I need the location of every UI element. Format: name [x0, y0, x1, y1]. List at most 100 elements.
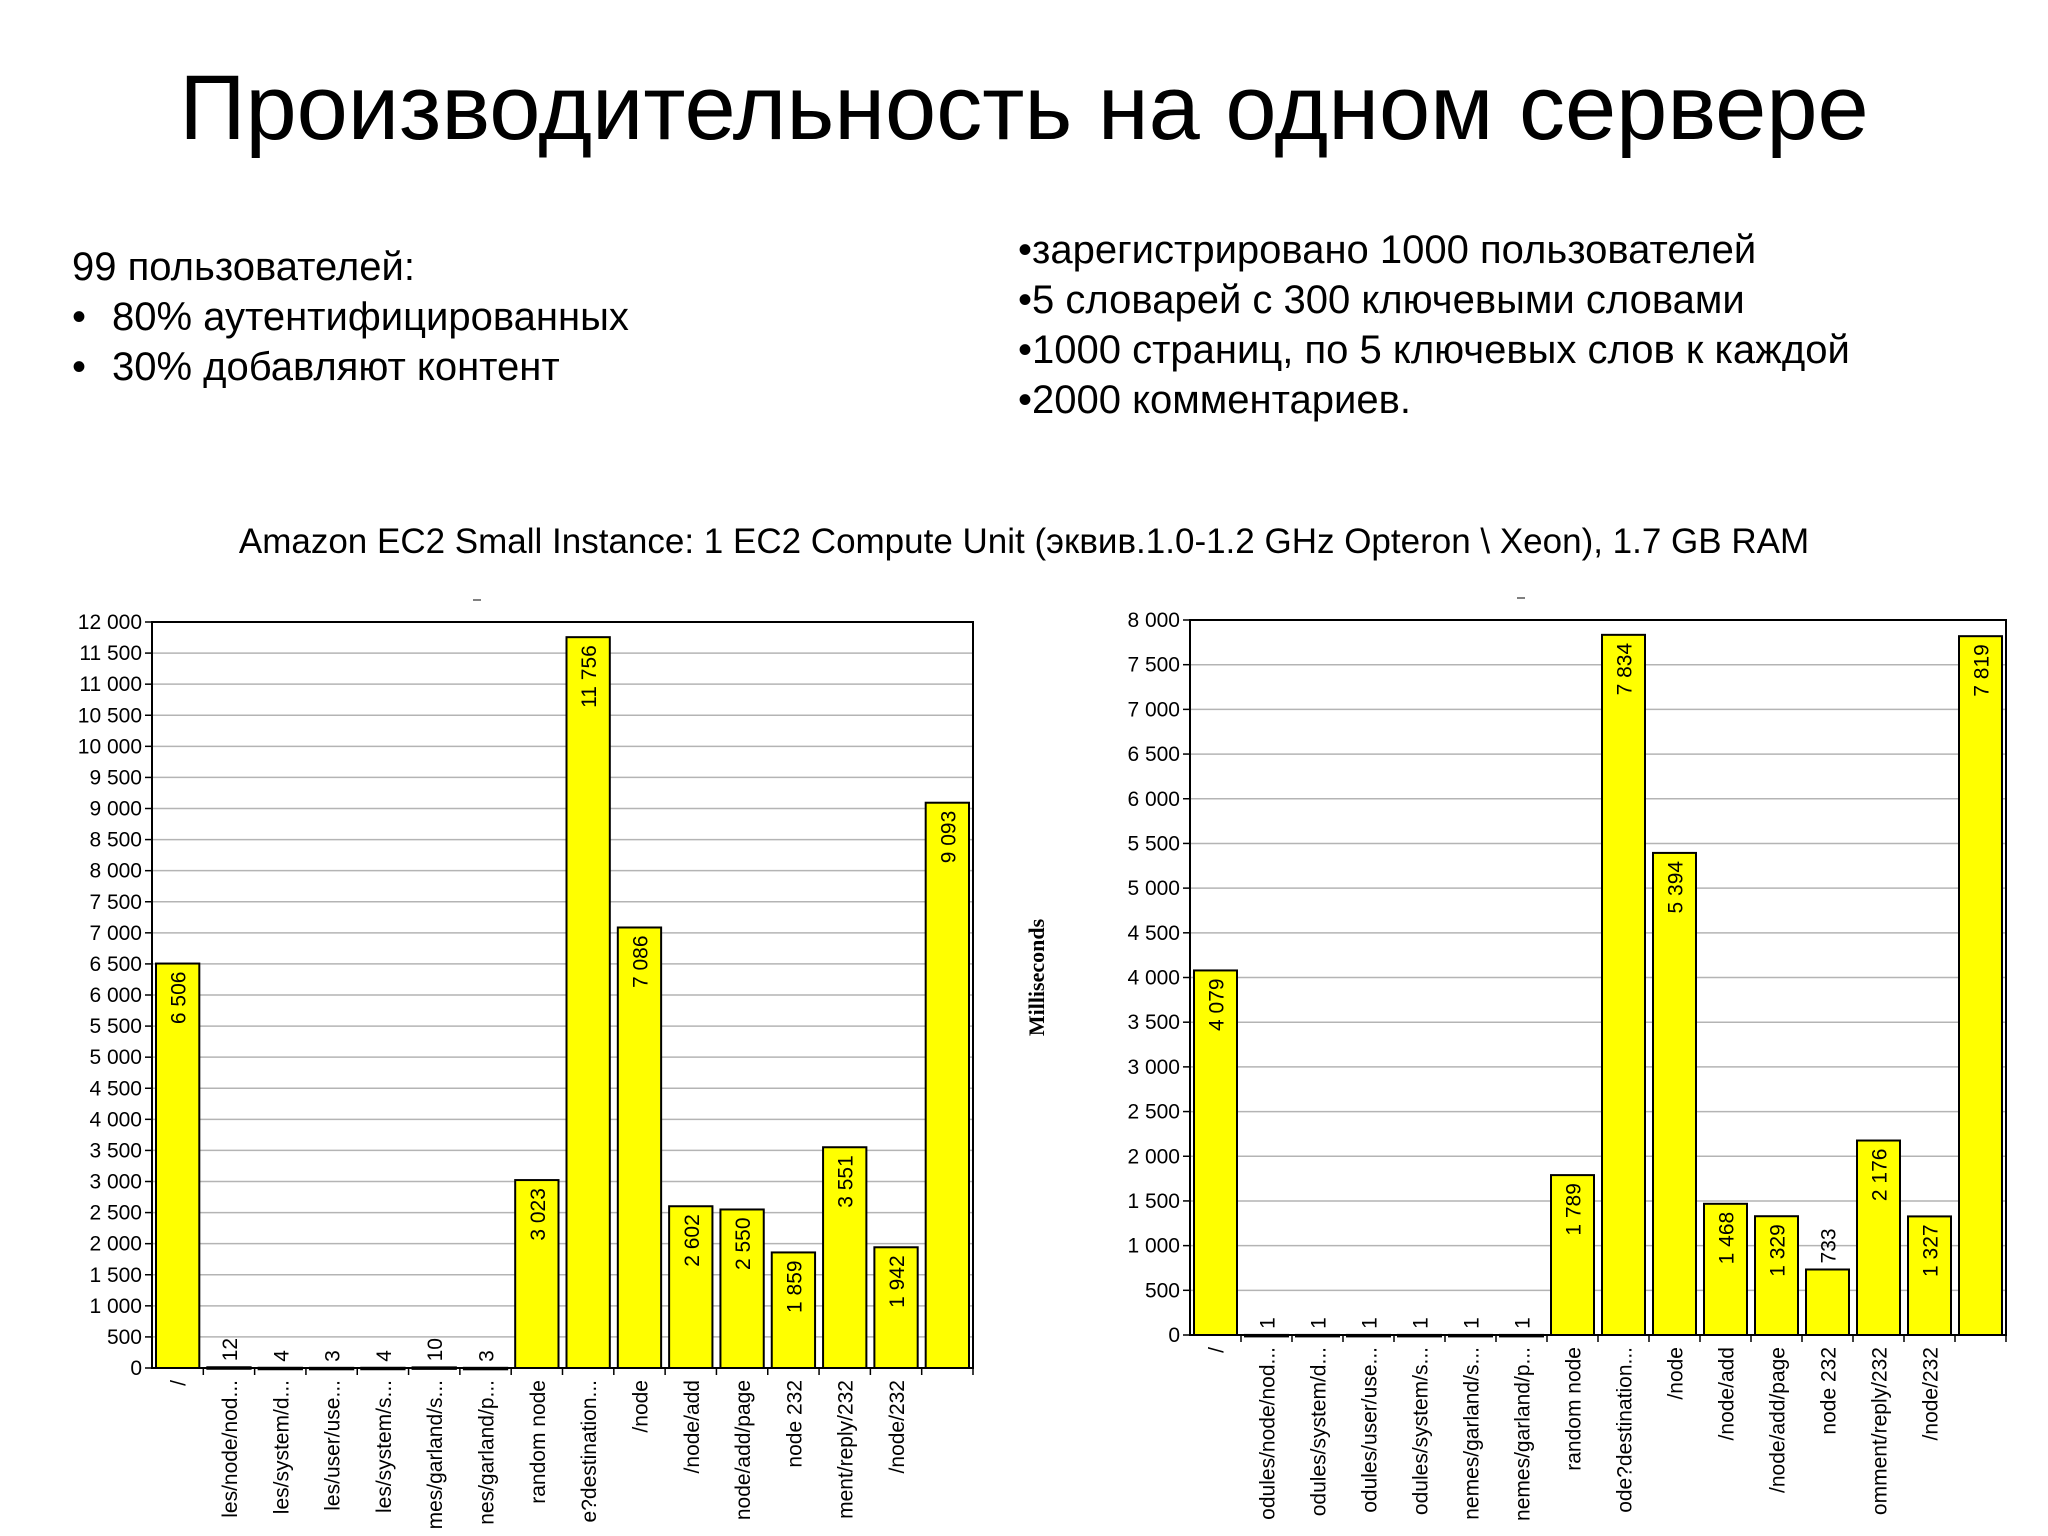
y-tick-label: 0 — [130, 1357, 142, 1380]
y-tick-label: 8 000 — [1127, 609, 1180, 632]
bar — [1907, 1215, 1952, 1336]
bar — [1601, 633, 1646, 1337]
bar-chart-right: 0 500 1 000 1 500 2 000 2 500 3 000 3 500 4 000 4… — [1024, 597, 2007, 1521]
bar — [719, 1208, 765, 1369]
bar-value-label: 3 023 — [527, 1188, 550, 1241]
y-tick-label: 5 000 — [1127, 877, 1180, 900]
y-tick-label: 10 500 — [78, 704, 142, 727]
y-tick-label: 12 000 — [78, 611, 142, 634]
bar-value-label: 2 602 — [681, 1214, 704, 1267]
y-tick-label: 4 000 — [89, 1108, 142, 1131]
bar — [770, 1251, 817, 1370]
bar — [1958, 635, 2003, 1336]
x-category-label: les/node/nod... — [219, 1380, 242, 1518]
bullet-icon: • — [72, 295, 87, 339]
y-tick-label: 5 500 — [1127, 832, 1180, 855]
bar-value-label: 1 — [1257, 1317, 1280, 1329]
x-category-label: nemes/garland/p... — [1512, 1347, 1535, 1521]
x-category-label: node 232 — [1818, 1347, 1841, 1435]
bar-value-label: 1 — [1461, 1317, 1484, 1329]
x-category-label: e?destination... — [578, 1380, 601, 1522]
left-list-item-text: 80% аутентифицированных — [112, 295, 629, 339]
y-tick-label: 2 500 — [1127, 1101, 1180, 1124]
x-category-label: /node/232 — [886, 1380, 909, 1473]
bar — [668, 1205, 714, 1369]
y-tick-label: 500 — [1145, 1279, 1180, 1302]
right-bullet-list: •зарегистрировано 1000 пользователей •5 … — [1018, 225, 1850, 425]
x-category-label: les/system/d... — [270, 1380, 293, 1514]
y-tick-label: 9 000 — [89, 798, 142, 821]
x-category-label: odules/system/s... — [1410, 1347, 1433, 1515]
y-tick-label: 5 500 — [89, 1015, 142, 1038]
plot-frame — [1189, 619, 2007, 1336]
y-tick-label: 6 500 — [1127, 743, 1180, 766]
bar — [1652, 851, 1697, 1336]
x-category-label: random node — [1563, 1347, 1586, 1471]
y-tick-label: 1 000 — [89, 1295, 142, 1318]
bar-value-label: 12 — [219, 1338, 242, 1361]
x-category-label: / — [168, 1380, 191, 1386]
x-category-label: odules/node/nod... — [1257, 1347, 1280, 1520]
y-tick-label: 2 000 — [1127, 1145, 1180, 1168]
y-tick-label: 5 000 — [89, 1046, 142, 1069]
bar-value-label: 1 — [1359, 1317, 1382, 1329]
y-tick-label: 1 500 — [1127, 1190, 1180, 1213]
x-category-label: node/add/page — [732, 1380, 755, 1520]
bar-value-label: 4 — [373, 1350, 396, 1362]
y-tick-label: 6 500 — [89, 953, 142, 976]
y-tick-label: 4 500 — [89, 1077, 142, 1100]
y-tick-label: 2 500 — [89, 1202, 142, 1225]
bar-value-label: 1 — [1512, 1317, 1535, 1329]
y-tick-label: 2 000 — [89, 1233, 142, 1256]
bar-value-label: 1 — [1410, 1317, 1433, 1329]
y-tick-label: 8 000 — [89, 860, 142, 883]
bar-value-label: 3 — [322, 1350, 345, 1362]
slide-title: Производительность на одном сервере — [179, 57, 1869, 159]
x-category-label: odules/system/d... — [1308, 1347, 1331, 1516]
bar-value-label: 7 819 — [1971, 644, 1994, 697]
y-tick-label: 8 500 — [89, 829, 142, 852]
bar — [1703, 1202, 1748, 1336]
y-tick-label: 4 000 — [1127, 967, 1180, 990]
x-category-label: random node — [527, 1380, 550, 1504]
bar-value-label: 1 789 — [1563, 1183, 1586, 1236]
y-tick-label: 6 000 — [1127, 788, 1180, 811]
x-category-label: node 232 — [783, 1380, 806, 1468]
bar-value-label: 2 550 — [732, 1217, 755, 1270]
bar — [155, 962, 201, 1369]
bar — [1193, 969, 1238, 1336]
left-list-item: • 80% аутентифицированных — [72, 292, 629, 342]
bar-value-label: 6 506 — [168, 972, 191, 1025]
x-category-label: /node/add — [681, 1380, 704, 1473]
x-category-label: /node/232 — [1920, 1347, 1943, 1440]
bar-value-label: 1 468 — [1716, 1212, 1739, 1265]
chart-subtitle: Amazon EC2 Small Instance: 1 EC2 Compute… — [238, 522, 1810, 561]
y-tick-label: 7 000 — [1127, 698, 1180, 721]
x-category-label: / — [1206, 1347, 1229, 1353]
bar-value-label: 4 — [270, 1350, 293, 1362]
x-category-label: /node/add/page — [1767, 1347, 1790, 1493]
x-category-label: les/user/use... — [322, 1380, 345, 1511]
bar — [924, 801, 970, 1369]
x-category-label: /node — [1665, 1347, 1688, 1400]
y-tick-label: 7 000 — [89, 922, 142, 945]
x-category-label: ment/reply/232 — [835, 1380, 858, 1519]
left-list-heading: 99 пользователей: — [72, 245, 415, 289]
bar-value-label: 1 327 — [1920, 1224, 1943, 1277]
bar-value-label: 1 — [1308, 1317, 1331, 1329]
y-tick-label: 1 500 — [89, 1264, 142, 1287]
y-tick-label: 11 500 — [79, 642, 142, 665]
x-category-label: /node — [629, 1380, 652, 1433]
x-category-label: odules/user/use... — [1359, 1347, 1382, 1513]
y-tick-label: 11 000 — [79, 673, 142, 696]
right-list-item: •2000 комментариев. — [1018, 378, 1411, 422]
bar-value-label: 4 079 — [1206, 978, 1229, 1031]
right-list-item: •5 словарей с 300 ключевыми словами — [1018, 278, 1745, 322]
x-category-label: ode?destination... — [1614, 1347, 1637, 1513]
x-category-label: nes/garland/p... — [476, 1380, 499, 1525]
plot-frame — [151, 621, 974, 1369]
bar-value-label: 3 — [476, 1350, 499, 1362]
y-tick-label: 0 — [1168, 1324, 1180, 1347]
bar-value-label: 2 176 — [1869, 1149, 1892, 1202]
right-list-item: •1000 страниц, по 5 ключевых слов к кажд… — [1018, 328, 1850, 372]
